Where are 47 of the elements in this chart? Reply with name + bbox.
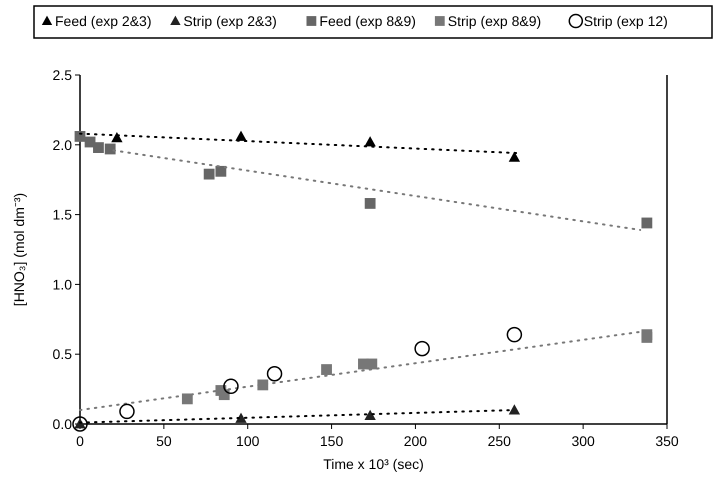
x-tick-label: 350: [655, 433, 679, 449]
point: [236, 413, 246, 423]
point: [223, 378, 239, 394]
point: [266, 366, 282, 382]
point: [74, 131, 86, 142]
point: [104, 144, 116, 154]
x-tick-label: 250: [488, 433, 512, 449]
y-tick-label: 2.0: [52, 136, 72, 153]
point: [364, 410, 376, 420]
point: [508, 404, 520, 414]
x-tick-label: 200: [404, 433, 428, 449]
point: [236, 131, 246, 141]
point: [93, 142, 104, 153]
legend-label: Strip (exp 8&9): [448, 13, 542, 29]
point: [364, 198, 376, 209]
point: [641, 332, 652, 343]
point: [321, 364, 332, 375]
point: [72, 416, 88, 432]
x-tick-label: 0: [76, 433, 84, 449]
point: [257, 380, 268, 390]
y-tick-label: 2.5: [52, 67, 72, 83]
x-tick-label: 100: [236, 433, 260, 449]
point: [364, 136, 376, 146]
point: [182, 393, 193, 404]
x-tick-label: 150: [320, 433, 344, 449]
legend-label: Strip (exp 2&3): [183, 13, 277, 29]
point: [119, 404, 135, 420]
legend-label: Strip (exp 12): [584, 13, 668, 29]
x-tick-label: 50: [156, 433, 172, 449]
y-tick-label: 0.5: [52, 346, 72, 362]
point: [84, 136, 96, 148]
y-tick-label: 1.5: [52, 206, 72, 223]
y-tick-label: 1.0: [52, 276, 72, 292]
point: [366, 358, 378, 370]
point: [111, 132, 122, 142]
point: [506, 326, 522, 342]
y-axis-title: [HNO₃] (mol dm⁻³): [11, 192, 27, 306]
y-tick-label: 0.0: [52, 416, 72, 432]
legend-label: Feed (exp 2&3): [55, 13, 152, 29]
point: [414, 340, 430, 356]
point: [508, 152, 520, 162]
point: [204, 168, 215, 180]
x-tick-label: 300: [571, 433, 596, 449]
point: [215, 166, 226, 177]
legend-label: Feed (exp 8&9): [319, 13, 416, 29]
x-axis-title: Time x 10³ (sec): [323, 456, 424, 472]
point: [641, 218, 652, 228]
